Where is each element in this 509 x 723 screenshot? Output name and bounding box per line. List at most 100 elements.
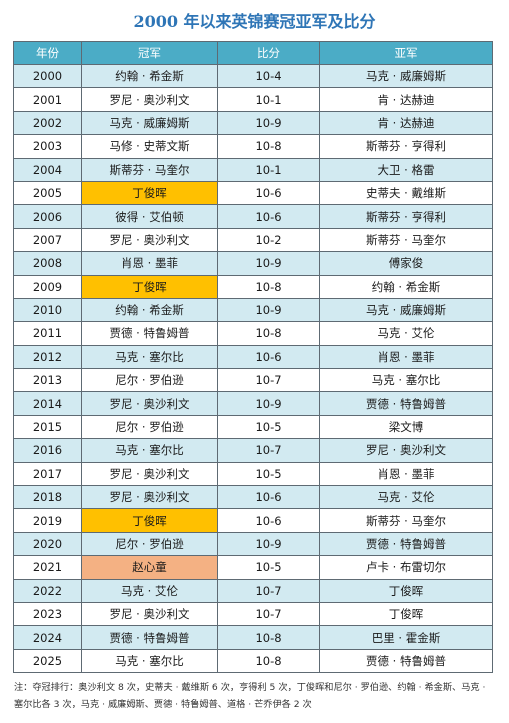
year-cell: 2003 [13,134,82,159]
table-row: 2012 马克 · 塞尔比 10-6 肖恩 · 墨菲 [13,344,493,370]
runner-up-cell: 丁俊晖 [319,578,493,603]
runner-up-cell: 约翰 · 希金斯 [319,274,493,299]
year-cell: 2001 [13,87,82,112]
champion-cell: 罗尼 · 奥沙利文 [81,391,218,416]
runner-up-cell: 马克 · 艾伦 [319,321,493,346]
champion-cell: 马修 · 史蒂文斯 [81,134,218,159]
score-cell: 10-7 [217,368,320,393]
score-cell: 10-6 [217,180,320,206]
champion-cell: 罗尼 · 奥沙利文 [81,227,218,253]
champion-cell: 罗尼 · 奥沙利文 [81,601,218,627]
year-cell: 2007 [13,227,82,253]
runner-up-cell: 罗尼 · 奥沙利文 [319,438,493,463]
score-cell: 10-8 [217,321,320,346]
year-cell: 2010 [13,297,82,323]
champion-cell: 罗尼 · 奥沙利文 [81,485,218,510]
results-table: 年份 冠军 比分 亚军 2000 约翰 · 希金斯 10-4 马克 · 威廉姆斯 200… [13,41,493,674]
score-cell: 10-9 [217,297,320,323]
header-row: 年份 冠军 比分 亚军 [13,41,493,65]
table-row: 2024 贾德 · 特鲁姆普 10-8 巴里 · 霍金斯 [13,625,493,650]
year-cell: 2020 [13,531,82,557]
score-cell: 10-5 [217,555,320,580]
champion-cell: 肖恩 · 墨菲 [81,251,218,276]
year-cell: 2012 [13,344,82,370]
champion-cell: 马克 · 塞尔比 [81,438,218,463]
champion-cell: 丁俊晖 [81,274,218,299]
score-cell: 10-8 [217,274,320,299]
score-cell: 10-7 [217,578,320,603]
runner-up-cell: 贾德 · 特鲁姆普 [319,391,493,416]
table-row: 2011 贾德 · 特鲁姆普 10-8 马克 · 艾伦 [13,321,493,346]
champion-cell: 约翰 · 希金斯 [81,297,218,323]
table-row: 2021 赵心童 10-5 卢卡 · 布雷切尔 [13,555,493,580]
table-row: 2019 丁俊晖 10-6 斯蒂芬 · 马奎尔 [13,508,493,533]
year-cell: 2019 [13,508,82,533]
year-cell: 2005 [13,180,82,206]
runner-up-cell: 马克 · 塞尔比 [319,368,493,393]
year-cell: 2023 [13,601,82,627]
table-row: 2015 尼尔 · 罗伯逊 10-5 梁文博 [13,414,493,440]
table-row: 2004 斯蒂芬 · 马奎尔 10-1 大卫 · 格雷 [13,157,493,182]
table-row: 2018 罗尼 · 奥沙利文 10-6 马克 · 艾伦 [13,485,493,510]
table-row: 2023 罗尼 · 奥沙利文 10-7 丁俊晖 [13,601,493,627]
score-cell: 10-7 [217,438,320,463]
table-row: 2020 尼尔 · 罗伯逊 10-9 贾德 · 特鲁姆普 [13,531,493,557]
score-cell: 10-4 [217,63,320,89]
page-title: 2000 年以来英锦赛冠亚军及比分 [133,12,376,31]
champion-cell: 马克 · 艾伦 [81,578,218,603]
score-cell: 10-9 [217,251,320,276]
table-row: 2017 罗尼 · 奥沙利文 10-5 肖恩 · 墨菲 [13,461,493,487]
score-cell: 10-5 [217,461,320,487]
runner-up-cell: 斯蒂芬 · 马奎尔 [319,227,493,253]
table-row: 2005 丁俊晖 10-6 史蒂夫 · 戴维斯 [13,180,493,206]
header-champion: 冠军 [81,41,218,65]
year-cell: 2002 [13,110,82,136]
runner-up-cell: 傅家俊 [319,251,493,276]
table-row: 2016 马克 · 塞尔比 10-7 罗尼 · 奥沙利文 [13,438,493,463]
runner-up-cell: 肯 · 达赫迪 [319,110,493,136]
champion-cell: 约翰 · 希金斯 [81,63,218,89]
table-row: 2013 尼尔 · 罗伯逊 10-7 马克 · 塞尔比 [13,368,493,393]
score-cell: 10-9 [217,110,320,136]
table-row: 2001 罗尼 · 奥沙利文 10-1 肯 · 达赫迪 [13,87,493,112]
table-row: 2000 约翰 · 希金斯 10-4 马克 · 威廉姆斯 [13,63,493,89]
champion-cell: 贾德 · 特鲁姆普 [81,321,218,346]
year-cell: 2021 [13,555,82,580]
score-cell: 10-2 [217,227,320,253]
year-cell: 2008 [13,251,82,276]
score-cell: 10-6 [217,204,320,229]
score-cell: 10-6 [217,344,320,370]
year-cell: 2018 [13,485,82,510]
table-row: 2003 马修 · 史蒂文斯 10-8 斯蒂芬 · 亨得利 [13,134,493,159]
runner-up-cell: 斯蒂芬 · 亨得利 [319,134,493,159]
year-cell: 2011 [13,321,82,346]
champion-cell: 马克 · 塞尔比 [81,648,218,674]
table-row: 2010 约翰 · 希金斯 10-9 马克 · 威廉姆斯 [13,297,493,323]
year-cell: 2016 [13,438,82,463]
runner-up-cell: 贾德 · 特鲁姆普 [319,531,493,557]
score-cell: 10-6 [217,485,320,510]
table-row: 2009 丁俊晖 10-8 约翰 · 希金斯 [13,274,493,299]
score-cell: 10-9 [217,391,320,416]
champion-cell: 斯蒂芬 · 马奎尔 [81,157,218,182]
runner-up-cell: 马克 · 艾伦 [319,485,493,510]
year-cell: 2009 [13,274,82,299]
year-cell: 2022 [13,578,82,603]
champion-cell: 尼尔 · 罗伯逊 [81,414,218,440]
runner-up-cell: 丁俊晖 [319,601,493,627]
champion-cell: 丁俊晖 [81,180,218,206]
score-cell: 10-8 [217,134,320,159]
year-cell: 2000 [13,63,82,89]
table-row: 2002 马克 · 威廉姆斯 10-9 肯 · 达赫迪 [13,110,493,136]
runner-up-cell: 梁文博 [319,414,493,440]
score-cell: 10-1 [217,87,320,112]
header-score: 比分 [217,41,320,65]
table-row: 2014 罗尼 · 奥沙利文 10-9 贾德 · 特鲁姆普 [13,391,493,416]
runner-up-cell: 卢卡 · 布雷切尔 [319,555,493,580]
runner-up-cell: 肯 · 达赫迪 [319,87,493,112]
table-header: 年份 冠军 比分 亚军 [13,41,493,65]
runner-up-cell: 肖恩 · 墨菲 [319,461,493,487]
runner-up-cell: 史蒂夫 · 戴维斯 [319,180,493,206]
year-cell: 2006 [13,204,82,229]
score-cell: 10-9 [217,531,320,557]
